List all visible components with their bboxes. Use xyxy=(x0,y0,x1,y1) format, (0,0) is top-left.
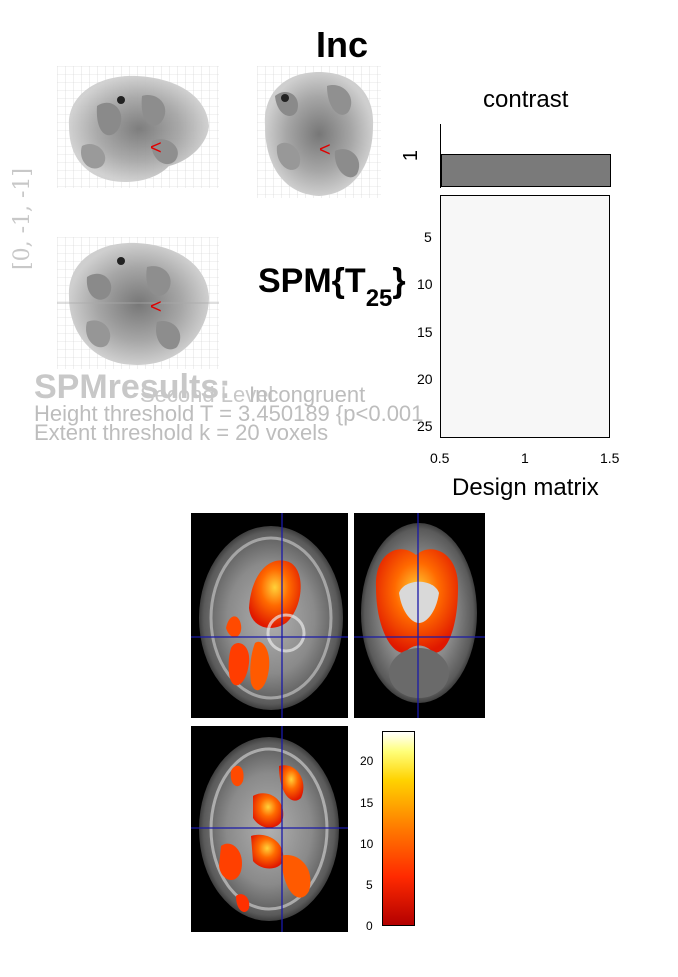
svg-text:<: < xyxy=(319,139,331,161)
design-matrix-y-tick-15: 15 xyxy=(417,324,433,340)
contrast-axes xyxy=(440,124,611,188)
results-height-threshold: Height threshold T = 3.450189 {p<0.001 xyxy=(34,401,424,426)
design-matrix-x-tick-1-5: 1.5 xyxy=(600,450,620,466)
mip-axial: < xyxy=(57,237,219,369)
design-matrix-y-tick-20: 20 xyxy=(417,371,433,387)
colorbar-tick-10: 10 xyxy=(360,837,374,851)
axial-slice[interactable] xyxy=(191,726,348,932)
contrast-y-tick: 1 xyxy=(400,149,423,162)
results-line1: Incongruent xyxy=(249,382,366,407)
coronal-slice[interactable] xyxy=(354,513,485,718)
colorbar-tick-20: 20 xyxy=(360,754,374,768)
mip-sagittal: < xyxy=(57,66,219,188)
colorbar-tick-0: 0 xyxy=(366,919,373,933)
results-line1-prefix: Second Level xyxy=(140,382,274,407)
stat-label: SPM{T25} xyxy=(258,262,406,312)
svg-text:<: < xyxy=(150,296,162,318)
sagittal-slice[interactable] xyxy=(191,513,348,718)
design-matrix-x-tick-0-5: 0.5 xyxy=(430,450,450,466)
contrast-title: contrast xyxy=(483,86,569,113)
design-matrix-y-tick-5: 5 xyxy=(424,229,432,245)
design-matrix-x-tick-1: 1 xyxy=(521,450,529,466)
design-matrix xyxy=(440,195,610,438)
page-title: Inc xyxy=(316,24,369,65)
design-matrix-y-tick-10: 10 xyxy=(417,276,433,292)
coordinates-label: [0, -1, -1] xyxy=(10,168,35,270)
mip-coronal: < xyxy=(257,66,381,198)
colorbar-tick-15: 15 xyxy=(360,796,374,810)
results-watermark: SPMresults: xyxy=(34,368,231,406)
colorbar xyxy=(382,731,415,926)
results-extent-threshold: Extent threshold k = 20 voxels xyxy=(34,420,329,445)
contrast-bar xyxy=(441,154,611,187)
design-matrix-y-tick-25: 25 xyxy=(417,418,433,434)
design-matrix-xlabel: Design matrix xyxy=(452,474,599,501)
mip-marker: < xyxy=(150,137,162,159)
colorbar-tick-5: 5 xyxy=(366,878,373,892)
